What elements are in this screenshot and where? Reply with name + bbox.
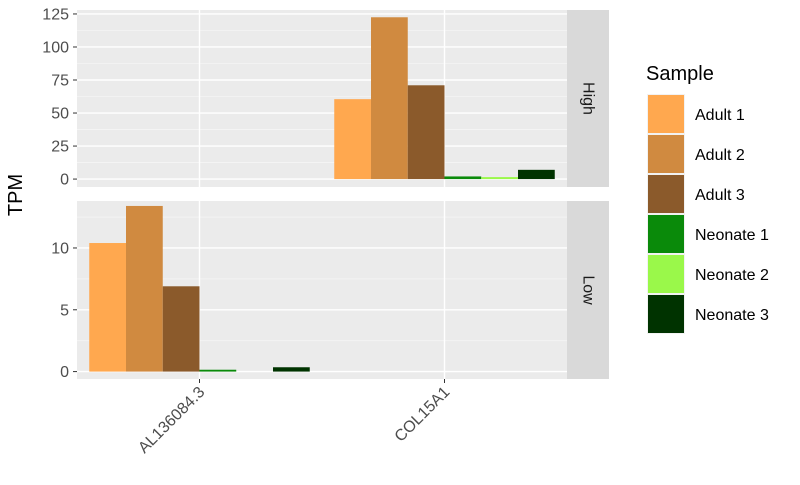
y-tick-label: 5 <box>60 302 69 319</box>
facet-strip <box>567 201 609 379</box>
bar-adult-3-col15a1 <box>407 85 445 180</box>
legend-swatch <box>648 255 684 293</box>
facet-panel-high: 0 25 50 75 100 125 High <box>42 6 609 189</box>
legend-label: Adult 3 <box>695 187 745 204</box>
y-tick-label: 25 <box>51 139 69 156</box>
legend-label: Neonate 2 <box>695 267 769 284</box>
y-axis-title: TPM <box>5 174 27 216</box>
bar-neonate-2-col15a1 <box>481 177 518 180</box>
y-tick-label: 100 <box>42 39 69 56</box>
legend-label: Adult 2 <box>695 147 745 164</box>
legend-item-neonate-2: Neonate 2 <box>647 254 769 294</box>
y-tick-label: 125 <box>42 6 69 23</box>
facet-panels: 0 25 50 75 100 125 High 0 5 10 Low <box>42 6 609 381</box>
legend-label: Neonate 3 <box>695 307 769 324</box>
x-tick-label: COL15A1 <box>392 384 454 446</box>
legend-label: Adult 1 <box>695 107 745 124</box>
x-tick-label: AL136084.3 <box>135 384 208 457</box>
legend-swatch <box>648 175 684 213</box>
y-tick-label: 0 <box>60 364 69 381</box>
legend-item-adult-2: Adult 2 <box>647 134 745 174</box>
legend-label: Neonate 1 <box>695 227 769 244</box>
legend-item-adult-1: Adult 1 <box>647 94 745 134</box>
y-tick-label: 75 <box>51 73 69 90</box>
facet-strip-label: High <box>580 82 597 115</box>
y-tick-label: 10 <box>51 240 69 257</box>
bar-adult-3-al136084.3 <box>162 286 200 372</box>
bar-adult-2-al136084.3 <box>126 205 163 372</box>
facet-strip <box>567 10 609 187</box>
bar-neonate-1-al136084.3 <box>199 369 237 372</box>
y-tick-label: 50 <box>51 106 69 123</box>
legend-item-adult-3: Adult 3 <box>647 174 745 214</box>
bar-neonate-1-col15a1 <box>444 176 482 180</box>
bar-neonate-3-col15a1 <box>518 169 555 180</box>
legend-swatch <box>648 215 684 253</box>
legend-swatch <box>648 135 684 173</box>
bar-neonate-3-al136084.3 <box>273 367 310 372</box>
legend-title: Sample <box>646 63 714 85</box>
facet-strip-label: Low <box>580 275 597 305</box>
legend: Sample Adult 1 Adult 2 Adult 3 Neonate 1 Neo… <box>646 63 769 334</box>
legend-item-neonate-3: Neonate 3 <box>647 294 769 334</box>
legend-swatch <box>648 295 684 333</box>
x-axis: AL136084.3 COL15A1 <box>135 379 453 457</box>
facet-panel-low: 0 5 10 Low <box>51 201 609 381</box>
y-tick-label: 0 <box>60 172 69 189</box>
panel-background <box>77 10 567 187</box>
bar-adult-1-al136084.3 <box>89 243 126 372</box>
bar-adult-1-col15a1 <box>334 99 371 180</box>
legend-swatch <box>648 95 684 133</box>
legend-item-neonate-1: Neonate 1 <box>647 214 769 254</box>
bar-adult-2-col15a1 <box>371 17 408 180</box>
